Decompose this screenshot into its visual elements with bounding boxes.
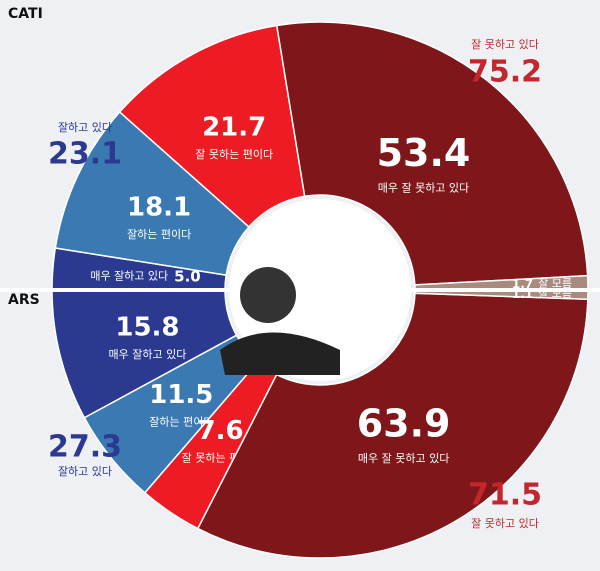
segment-label: 잘하는 편이다 xyxy=(149,415,213,429)
segment-label: 매우 잘 못하고 있다 xyxy=(378,180,469,194)
group-label: 잘 못하고 있다 xyxy=(471,516,539,530)
donut-segment xyxy=(54,110,251,276)
segment-value: 21.7 xyxy=(202,113,266,143)
group-value: 71.5 xyxy=(468,478,542,513)
segment-value: 7.6 xyxy=(198,416,244,446)
group-label: 잘 못하고 있다 xyxy=(471,37,539,51)
segment-value: 53.4 xyxy=(377,131,471,175)
donut-segment xyxy=(275,21,589,286)
group-label: 잘하고 있다 xyxy=(58,464,112,478)
segment-label: 매우 잘 못하고 있다 xyxy=(358,451,449,465)
segment-value: 18.1 xyxy=(127,192,191,222)
segment-label: 잘하는 편이다 xyxy=(127,227,191,241)
group-value: 27.3 xyxy=(48,430,122,465)
segment-value: 15.8 xyxy=(115,312,179,342)
group-value: 23.1 xyxy=(48,137,122,172)
segment-value: 11.5 xyxy=(149,380,213,410)
segment-value: 1.7 xyxy=(512,277,533,291)
segment-label: 매우 잘하고 있다 xyxy=(90,268,168,282)
donut-segment xyxy=(196,292,589,559)
chart-title: CATI xyxy=(8,6,43,22)
segment-label-group: 1.7 잘 모름 xyxy=(512,277,572,291)
group-value: 75.2 xyxy=(468,55,542,90)
segment-label: 매우 잘하고 있다 xyxy=(109,347,187,361)
segment-label: 잘 모름 xyxy=(538,277,572,290)
photo-head xyxy=(240,267,296,323)
donut-segment xyxy=(118,24,306,228)
segment-label-group: 매우 잘하고 있다 5.0 xyxy=(90,267,200,285)
segment-value: 63.9 xyxy=(357,402,451,446)
chart-title: ARS xyxy=(8,292,40,308)
photo-body xyxy=(220,332,340,375)
segment-label: 잘 못하는 편이다 xyxy=(195,147,273,161)
segment-value: 5.0 xyxy=(174,267,201,285)
group-label: 잘하고 있다 xyxy=(58,120,112,134)
